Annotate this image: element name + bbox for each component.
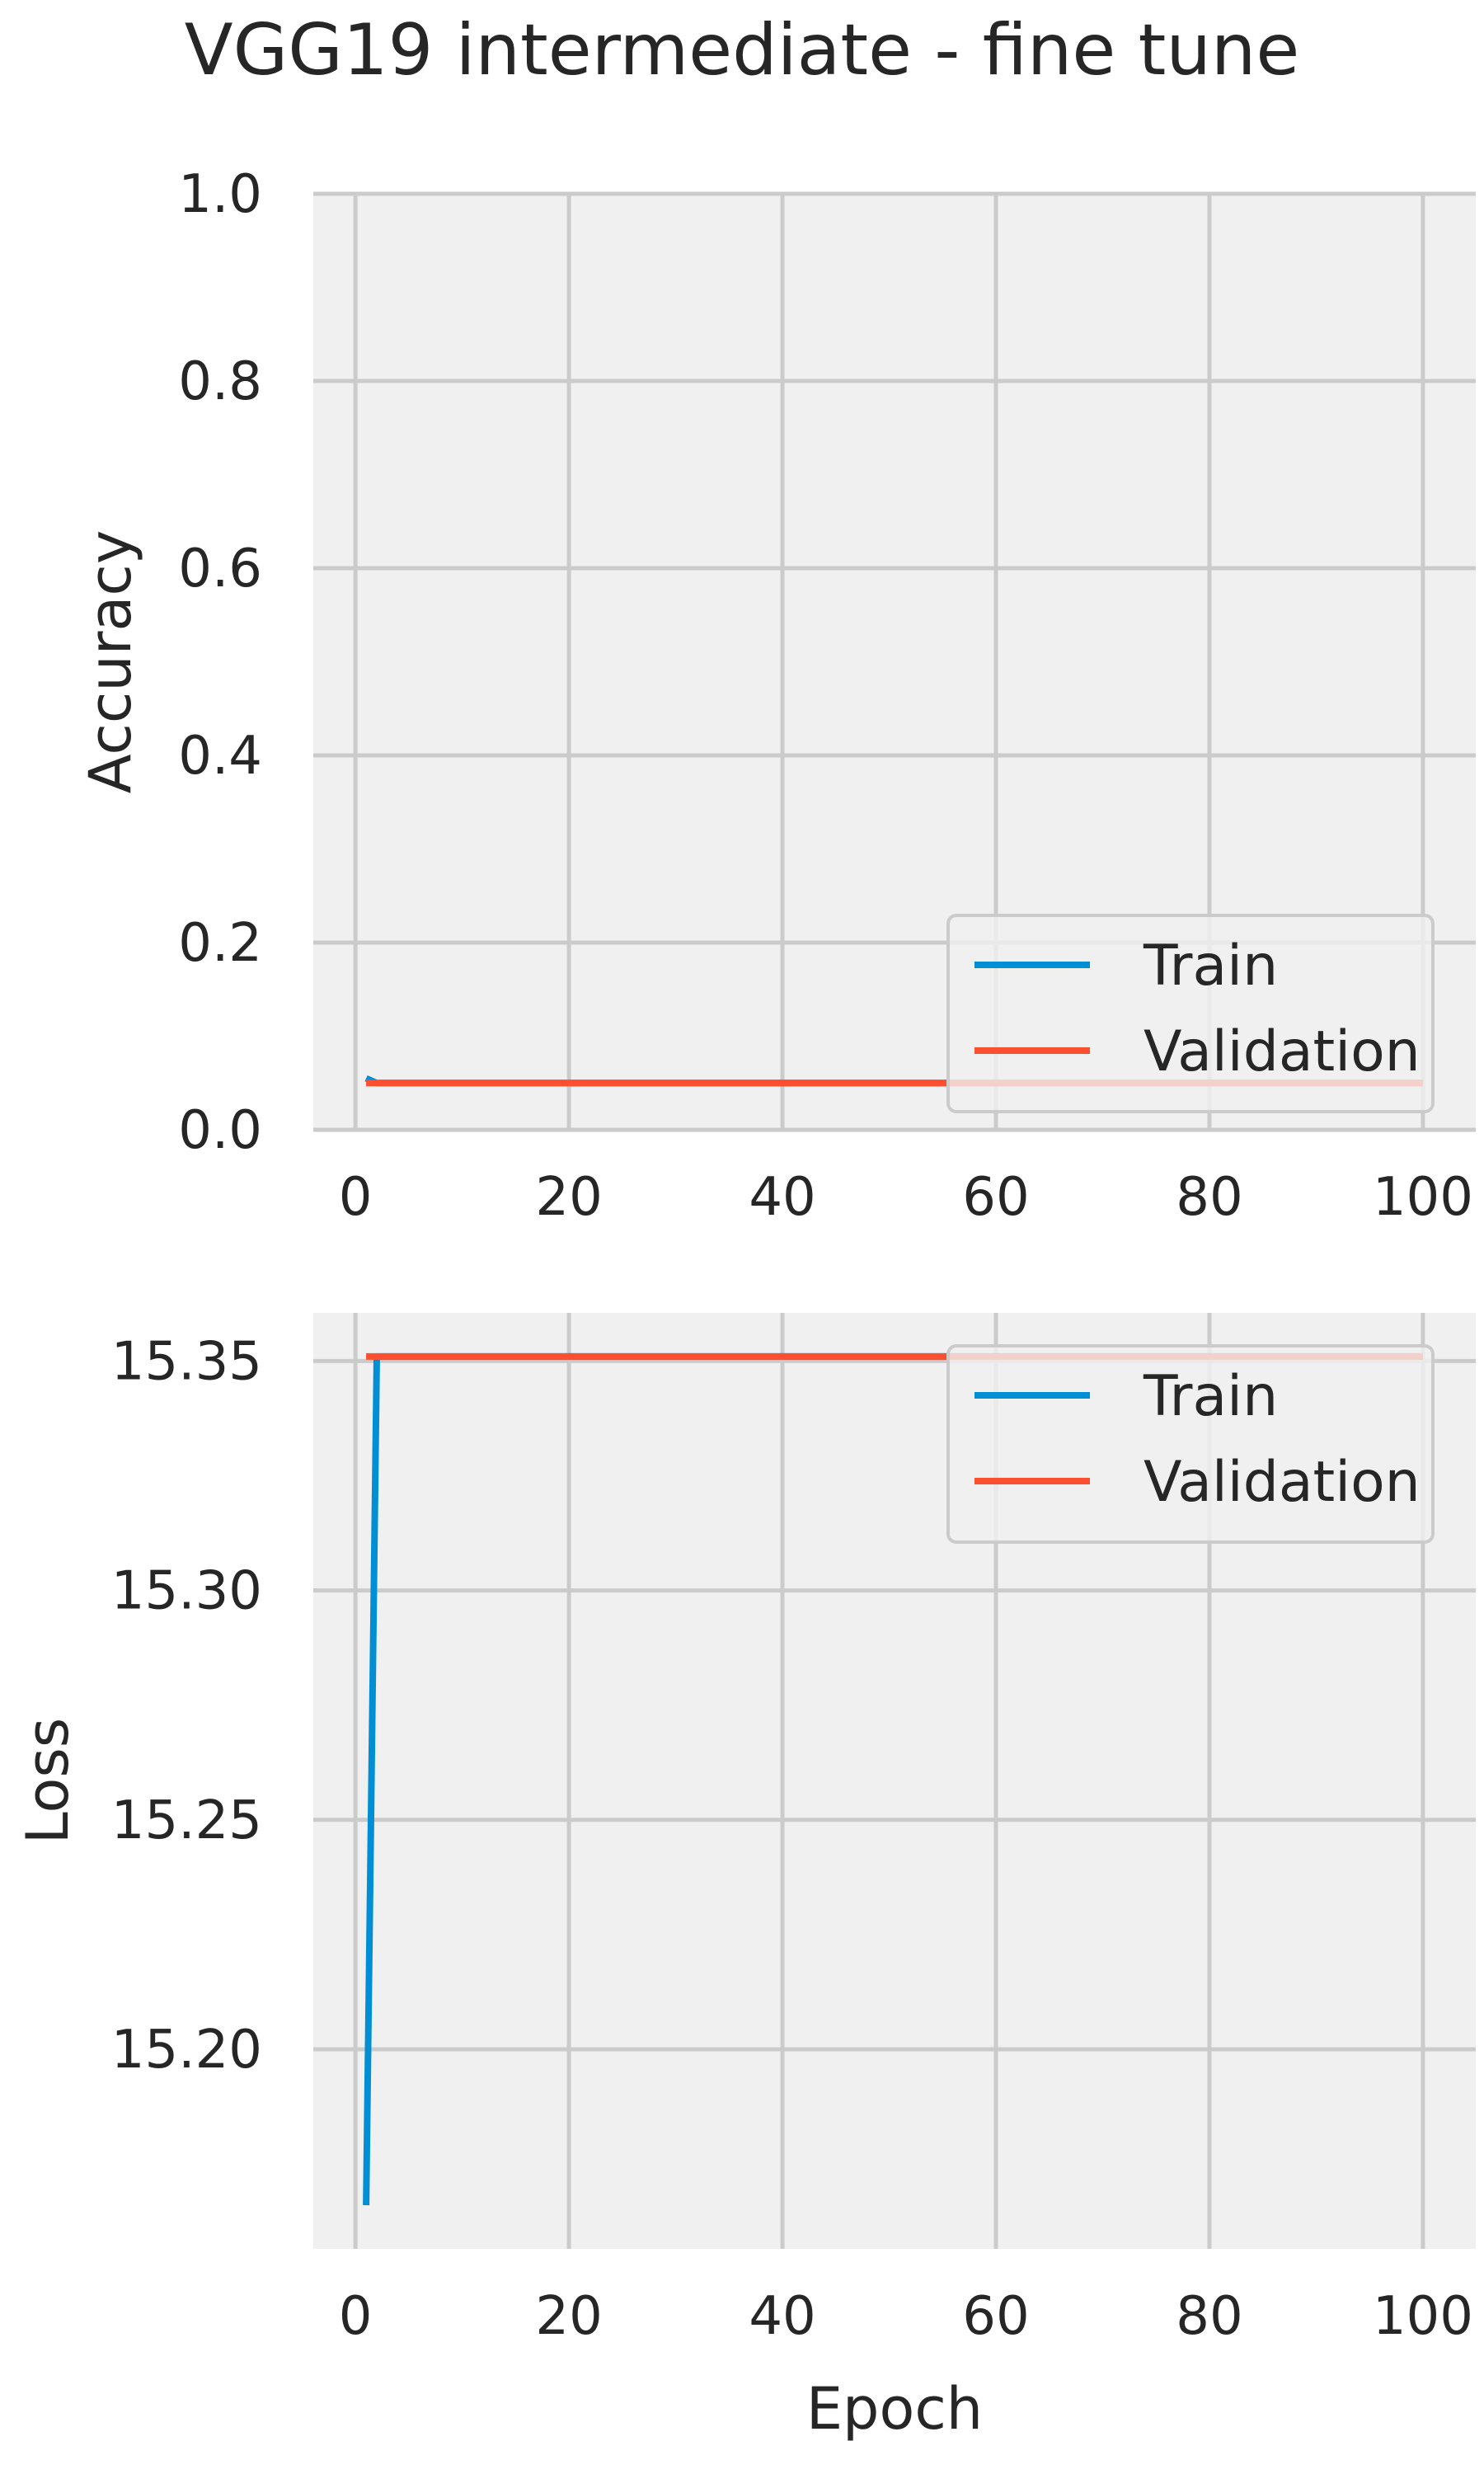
loss-chart: 0 20 40 60 80 100 15.20 15.25 15.30 15.35 Loss Epoc… xyxy=(14,1313,1476,2443)
y-tick-label: 15.25 xyxy=(111,1790,262,1851)
y-tick-label: 0.6 xyxy=(178,539,262,600)
y-tick-label: 15.20 xyxy=(111,2020,262,2081)
x-tick-label: 80 xyxy=(1176,2286,1242,2347)
x-tick-label: 60 xyxy=(962,1167,1029,1228)
x-tick-label: 100 xyxy=(1373,1167,1473,1228)
x-tick-label: 60 xyxy=(962,2286,1029,2347)
y-axis-label: Loss xyxy=(14,1718,82,1845)
x-tick-label: 40 xyxy=(749,1167,815,1228)
y-tick-label: 0.4 xyxy=(178,726,262,787)
x-tick-label: 20 xyxy=(535,2286,602,2347)
x-axis-label: Epoch xyxy=(806,2375,983,2443)
y-tick-label: 0.0 xyxy=(178,1100,262,1161)
legend-label-train: Train xyxy=(1143,1364,1278,1429)
x-tick-label: 80 xyxy=(1176,1167,1242,1228)
y-tick-label: 0.8 xyxy=(178,351,262,412)
legend-label-train: Train xyxy=(1143,934,1278,999)
x-tick-label: 0 xyxy=(339,1167,373,1228)
y-tick-label: 15.35 xyxy=(111,1331,262,1392)
y-tick-label: 0.2 xyxy=(178,913,262,974)
legend-label-validation: Validation xyxy=(1144,1019,1421,1084)
figure-title: VGG19 intermediate - fine tune xyxy=(185,9,1300,92)
x-tick-label: 20 xyxy=(535,1167,602,1228)
x-tick-label: 0 xyxy=(339,2286,373,2347)
y-tick-label: 15.30 xyxy=(111,1561,262,1622)
y-tick-label: 1.0 xyxy=(178,164,262,225)
accuracy-chart: 0 20 40 60 80 100 0.0 0.2 0.4 0.6 0.8 1.0 Accuracy Tr… xyxy=(77,164,1476,1228)
x-tick-label: 40 xyxy=(749,2286,815,2347)
legend-label-validation: Validation xyxy=(1144,1450,1421,1515)
y-axis-label: Accuracy xyxy=(77,530,144,794)
x-tick-label: 100 xyxy=(1373,2286,1473,2347)
